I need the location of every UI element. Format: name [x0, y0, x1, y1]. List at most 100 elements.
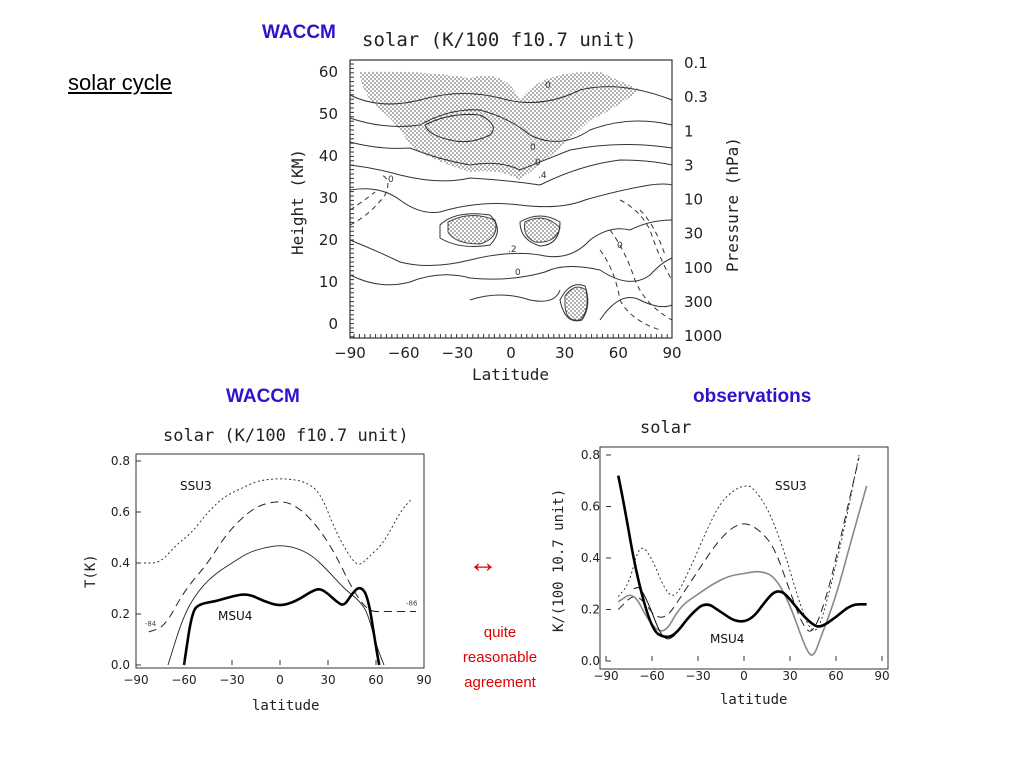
obs-y-tick: 0.4 — [581, 551, 600, 565]
waccm-y-tick: 0.2 — [111, 607, 130, 621]
obs-series-gray — [617, 485, 868, 656]
contour-pressure-tick: 100 — [684, 259, 713, 277]
observations-y-label: K/(100 10.7 unit) — [551, 489, 567, 632]
contour-lines — [349, 86, 673, 322]
waccm-x-tick: 0 — [276, 673, 284, 687]
waccm-series-thin — [167, 545, 385, 666]
stipple-region-mid-left — [447, 215, 497, 245]
slide-title: solar cycle — [68, 70, 172, 95]
contour-x-label: Latitude — [472, 365, 549, 384]
obs-series-dotted — [617, 454, 860, 631]
contour-x-tick: 0 — [506, 344, 516, 362]
waccm-ssu3-annotation: SSU3 — [180, 479, 212, 493]
stipple-region-mid-right — [524, 217, 561, 243]
contour-x-ticks: −90 −60 −30 0 30 60 90 — [334, 344, 681, 362]
left-model-label: WACCM — [226, 386, 300, 407]
waccm-line-marks: -84 -86 — [143, 478, 418, 666]
observations-frame — [599, 446, 889, 670]
contour-y-tick: 40 — [319, 147, 338, 165]
contour-label: .4 — [538, 171, 547, 181]
obs-x-tick: 30 — [782, 669, 797, 683]
contour-pressure-tick: 300 — [684, 293, 713, 311]
observations-ssu3-annotation: SSU3 — [775, 479, 807, 493]
observations-label: observations — [693, 386, 812, 407]
obs-x-tick: −90 — [593, 669, 618, 683]
contour-pressure-tick: 3 — [684, 156, 694, 174]
obs-y-tick: 0.6 — [581, 500, 600, 514]
obs-y-tick: 0.2 — [581, 603, 600, 617]
obs-y-tick: 0.0 — [581, 654, 600, 668]
top-model-label: WACCM — [262, 22, 336, 43]
contour-y-tick: 10 — [319, 273, 338, 291]
contour-pressure-tick: 0.1 — [684, 54, 708, 72]
waccm-x-tick: −90 — [123, 673, 148, 687]
waccm-series-end-label: -86 — [406, 599, 418, 607]
stipple-region-lower — [564, 286, 588, 321]
contour-x-tick: −90 — [334, 344, 366, 362]
obs-series-dashed — [617, 457, 860, 632]
contour-y-tick: 0 — [328, 315, 338, 333]
contour-y-label: Height (KM) — [288, 149, 307, 255]
contour-y-tick: 20 — [319, 231, 338, 249]
waccm-series-dotted — [143, 478, 412, 565]
obs-x-tick: −60 — [639, 669, 664, 683]
contour-pressure-tick: 0.3 — [684, 88, 708, 106]
observations-ticks: −90 −60 −30 0 30 60 90 0.0 0.2 0.4 0.6 0.8 — [581, 448, 890, 683]
contour-y-tick: 60 — [319, 63, 338, 81]
waccm-series-bold — [182, 586, 381, 666]
contour-label: 0 — [388, 175, 394, 185]
contour-pressure-tick: 1 — [684, 122, 694, 140]
contour-x-tick: 30 — [555, 344, 574, 362]
waccm-series-end-label: -84 — [145, 620, 157, 628]
stipple-region-upper — [360, 71, 640, 180]
waccm-x-tick: 60 — [368, 673, 383, 687]
note-line-2: reasonable — [462, 649, 538, 666]
waccm-x-tick: −30 — [219, 673, 244, 687]
waccm-y-tick: 0.4 — [111, 556, 130, 570]
contour-pressure-tick: 1000 — [684, 327, 722, 345]
contour-chart-title: solar (K/100 f10.7 unit) — [362, 29, 637, 51]
waccm-x-tick: −60 — [171, 673, 196, 687]
contour-label: 0 — [515, 268, 521, 278]
waccm-line-x-label: latitude — [252, 698, 319, 714]
waccm-line-frame — [135, 453, 425, 669]
contour-pressure-label: Pressure (hPa) — [723, 137, 742, 272]
obs-series-bold — [616, 475, 867, 639]
double-arrow-icon: ↔ — [468, 546, 498, 579]
contour-plot-area: 0 0 0 0 0 .4 .2 0 — [349, 59, 673, 339]
contour-pressure-tick: 30 — [684, 225, 703, 243]
obs-x-tick: 60 — [828, 669, 843, 683]
waccm-x-tick: 30 — [320, 673, 335, 687]
agreement-note: quite reasonable agreement — [448, 620, 552, 695]
waccm-line-title: solar (K/100 f10.7 unit) — [163, 426, 409, 446]
contour-x-tick: 60 — [609, 344, 628, 362]
contour-x-tick: −60 — [388, 344, 420, 362]
note-line-1: quite — [483, 624, 517, 641]
contour-y-ticks: 0 10 20 30 40 50 60 — [319, 63, 338, 333]
contour-label: 0 — [530, 143, 536, 153]
note-line-3: agreement — [464, 674, 536, 691]
waccm-line-ticks: −90 −60 −30 0 30 60 90 0.0 0.2 0.4 0.6 0.8 — [111, 454, 432, 687]
observations-title: solar — [640, 418, 691, 438]
contour-y-tick: 30 — [319, 189, 338, 207]
contour-label: 0 — [617, 241, 623, 251]
obs-x-tick: −30 — [685, 669, 710, 683]
contour-pressure-tick: 10 — [684, 191, 703, 209]
obs-x-tick: 0 — [740, 669, 748, 683]
contour-x-tick: 90 — [662, 344, 681, 362]
waccm-msu4-annotation: MSU4 — [218, 609, 252, 623]
observations-msu4-annotation: MSU4 — [710, 632, 744, 646]
contour-y-tick: 50 — [319, 105, 338, 123]
obs-x-tick: 90 — [874, 669, 889, 683]
contour-label: 0 — [545, 81, 551, 91]
waccm-y-tick: 0.8 — [111, 454, 130, 468]
observations-marks — [616, 454, 868, 656]
waccm-series-dashed — [148, 501, 416, 633]
contour-dashed-lines — [349, 174, 673, 331]
contour-x-tick: −30 — [442, 344, 474, 362]
contour-minor-ticks — [350, 63, 668, 338]
waccm-y-tick: 0.6 — [111, 505, 130, 519]
